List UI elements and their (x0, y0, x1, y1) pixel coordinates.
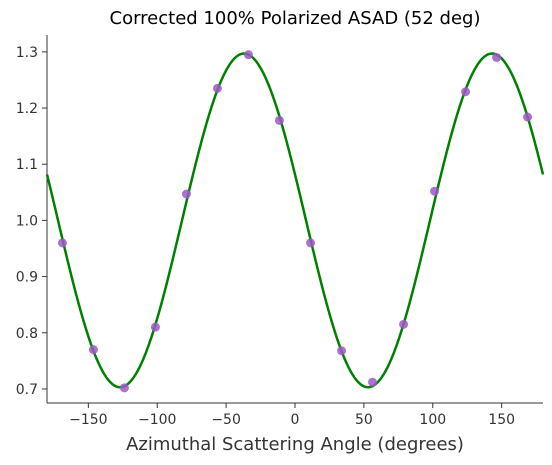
data-point (523, 112, 533, 122)
data-point (306, 238, 316, 248)
chart-title: Corrected 100% Polarized ASAD (52 deg) (110, 8, 481, 29)
data-point (181, 189, 191, 199)
data-point (57, 238, 67, 248)
y-axis-ticks: 0.7 0.8 0.9 1.0 1.1 1.2 1.3 (16, 45, 47, 398)
data-point (119, 383, 129, 393)
data-point (243, 50, 253, 60)
data-point (430, 186, 440, 196)
x-tick-label: 100 (419, 412, 446, 428)
data-point (274, 115, 284, 125)
y-tick-label: 0.8 (16, 326, 38, 342)
data-point (492, 52, 502, 62)
x-tick-label: −50 (211, 412, 241, 428)
y-tick-label: 1.0 (16, 213, 38, 229)
y-tick-label: 1.1 (16, 157, 38, 173)
data-point (212, 83, 222, 93)
y-tick-label: 1.3 (16, 45, 38, 61)
data-point (150, 322, 160, 332)
data-point (399, 319, 409, 329)
x-tick-label: 150 (488, 412, 515, 428)
data-point (88, 345, 98, 355)
data-point (337, 346, 347, 356)
x-tick-label: −100 (138, 412, 176, 428)
y-tick-label: 0.7 (16, 382, 38, 398)
data-points (57, 50, 533, 393)
data-point (461, 87, 471, 97)
y-tick-label: 1.2 (16, 101, 38, 117)
x-tick-label: −150 (69, 412, 107, 428)
x-axis-ticks: −150 −100 −50 0 50 100 150 (69, 403, 515, 428)
x-tick-label: 50 (355, 412, 373, 428)
y-tick-label: 0.9 (16, 270, 38, 286)
x-tick-label: 0 (291, 412, 300, 428)
fit-curve (45, 52, 545, 389)
x-axis-label: Azimuthal Scattering Angle (degrees) (126, 434, 464, 455)
data-point (368, 377, 378, 387)
